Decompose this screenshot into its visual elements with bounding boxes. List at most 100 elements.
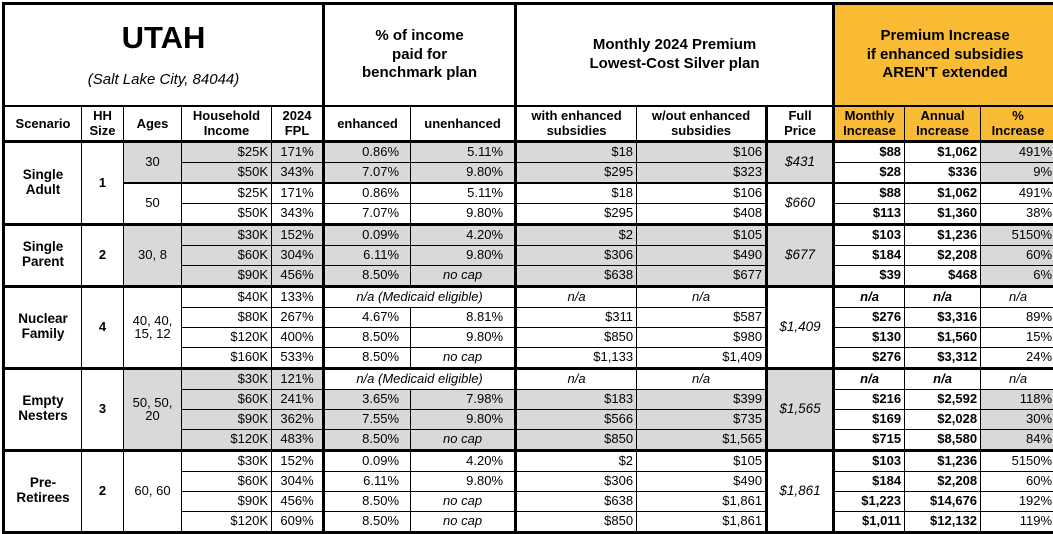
fpl-cell: 456% <box>272 491 324 511</box>
with-subsidies-cell: $638 <box>516 491 637 511</box>
fpl-cell: 121% <box>272 368 324 389</box>
ages-cell: 30 <box>124 141 182 183</box>
unenhanced-pct-cell: 9.80% <box>411 245 516 265</box>
pct-increase-cell: 119% <box>981 511 1053 532</box>
with-subsidies-cell: n/a <box>516 368 637 389</box>
wout-subsidies-cell: $106 <box>637 141 767 162</box>
monthly-increase-cell: $88 <box>834 183 905 204</box>
income-cell: $90K <box>182 265 272 286</box>
enhanced-pct-cell: 0.86% <box>324 141 411 162</box>
monthly-increase-cell: $88 <box>834 141 905 162</box>
unenhanced-pct-cell: 9.80% <box>411 409 516 429</box>
region-title: UTAH <box>7 21 320 55</box>
monthly-increase-cell: $169 <box>834 409 905 429</box>
pct-increase-cell: 30% <box>981 409 1053 429</box>
pct-increase-cell: 192% <box>981 491 1053 511</box>
col-header-wout-subsidies: w/out enhanced subsidies <box>637 106 767 141</box>
income-cell: $90K <box>182 409 272 429</box>
annual-increase-cell: $1,560 <box>905 327 981 347</box>
income-cell: $25K <box>182 183 272 204</box>
unenhanced-pct-cell: no cap <box>411 429 516 450</box>
monthly-increase-cell: $113 <box>834 203 905 224</box>
wout-subsidies-cell: $106 <box>637 183 767 204</box>
monthly-increase-cell: $1,223 <box>834 491 905 511</box>
pct-increase-cell: 38% <box>981 203 1053 224</box>
fpl-cell: 456% <box>272 265 324 286</box>
pct-increase-cell: 60% <box>981 471 1053 491</box>
col-header-household-income: Household Income <box>182 106 272 141</box>
annual-increase-cell: $2,208 <box>905 471 981 491</box>
enhanced-pct-cell: 8.50% <box>324 429 411 450</box>
full-price-cell: $677 <box>767 224 834 286</box>
annual-increase-cell: $8,580 <box>905 429 981 450</box>
with-subsidies-cell: $566 <box>516 409 637 429</box>
fpl-cell: 343% <box>272 203 324 224</box>
annual-increase-cell: $1,062 <box>905 141 981 162</box>
wout-subsidies-cell: $399 <box>637 389 767 409</box>
income-cell: $160K <box>182 347 272 368</box>
fpl-cell: 400% <box>272 327 324 347</box>
annual-increase-cell: $3,312 <box>905 347 981 368</box>
with-subsidies-cell: $295 <box>516 162 637 183</box>
with-subsidies-cell: $1,133 <box>516 347 637 368</box>
pct-increase-cell: 60% <box>981 245 1053 265</box>
with-subsidies-cell: n/a <box>516 286 637 307</box>
monthly-increase-cell: $216 <box>834 389 905 409</box>
fpl-cell: 304% <box>272 471 324 491</box>
wout-subsidies-cell: $587 <box>637 307 767 327</box>
with-subsidies-cell: $2 <box>516 450 637 471</box>
with-subsidies-cell: $18 <box>516 141 637 162</box>
wout-subsidies-cell: $1,565 <box>637 429 767 450</box>
unenhanced-pct-cell: no cap <box>411 265 516 286</box>
ages-cell: 50 <box>124 183 182 225</box>
pct-increase-cell: n/a <box>981 368 1053 389</box>
scenario-cell: Pre-Retirees <box>4 450 82 532</box>
income-cell: $50K <box>182 162 272 183</box>
wout-subsidies-cell: $490 <box>637 471 767 491</box>
enhanced-pct-cell: 4.67% <box>324 307 411 327</box>
unenhanced-pct-cell: 9.80% <box>411 327 516 347</box>
unenhanced-pct-cell: 4.20% <box>411 450 516 471</box>
monthly-increase-cell: $103 <box>834 224 905 245</box>
col-header-monthly-increase: Monthly Increase <box>834 106 905 141</box>
unenhanced-pct-cell: 5.11% <box>411 183 516 204</box>
medicaid-note-cell: n/a (Medicaid eligible) <box>324 368 516 389</box>
annual-increase-cell: n/a <box>905 368 981 389</box>
ages-cell: 60, 60 <box>124 450 182 532</box>
monthly-increase-cell: $276 <box>834 347 905 368</box>
unenhanced-pct-cell: no cap <box>411 511 516 532</box>
pct-increase-cell: 491% <box>981 141 1053 162</box>
with-subsidies-cell: $638 <box>516 265 637 286</box>
unenhanced-pct-cell: 4.20% <box>411 224 516 245</box>
with-subsidies-cell: $2 <box>516 224 637 245</box>
col-header-scenario: Scenario <box>4 106 82 141</box>
income-cell: $120K <box>182 327 272 347</box>
wout-subsidies-cell: $105 <box>637 450 767 471</box>
full-price-cell: $1,409 <box>767 286 834 368</box>
enhanced-pct-cell: 8.50% <box>324 511 411 532</box>
fpl-cell: 483% <box>272 429 324 450</box>
enhanced-pct-cell: 6.11% <box>324 471 411 491</box>
fpl-cell: 304% <box>272 245 324 265</box>
wout-subsidies-cell: $105 <box>637 224 767 245</box>
wout-subsidies-cell: $735 <box>637 409 767 429</box>
wout-subsidies-cell: $408 <box>637 203 767 224</box>
with-subsidies-cell: $306 <box>516 245 637 265</box>
medicaid-note-cell: n/a (Medicaid eligible) <box>324 286 516 307</box>
fpl-cell: 241% <box>272 389 324 409</box>
pct-increase-cell: 118% <box>981 389 1053 409</box>
pct-increase-cell: 15% <box>981 327 1053 347</box>
hh-size-cell: 3 <box>82 368 124 450</box>
monthly-increase-cell: $28 <box>834 162 905 183</box>
enhanced-pct-cell: 6.11% <box>324 245 411 265</box>
hh-size-cell: 2 <box>82 450 124 532</box>
annual-increase-cell: $336 <box>905 162 981 183</box>
pct-increase-cell: 5150% <box>981 224 1053 245</box>
ages-cell: 50, 50, 20 <box>124 368 182 450</box>
annual-increase-cell: $468 <box>905 265 981 286</box>
